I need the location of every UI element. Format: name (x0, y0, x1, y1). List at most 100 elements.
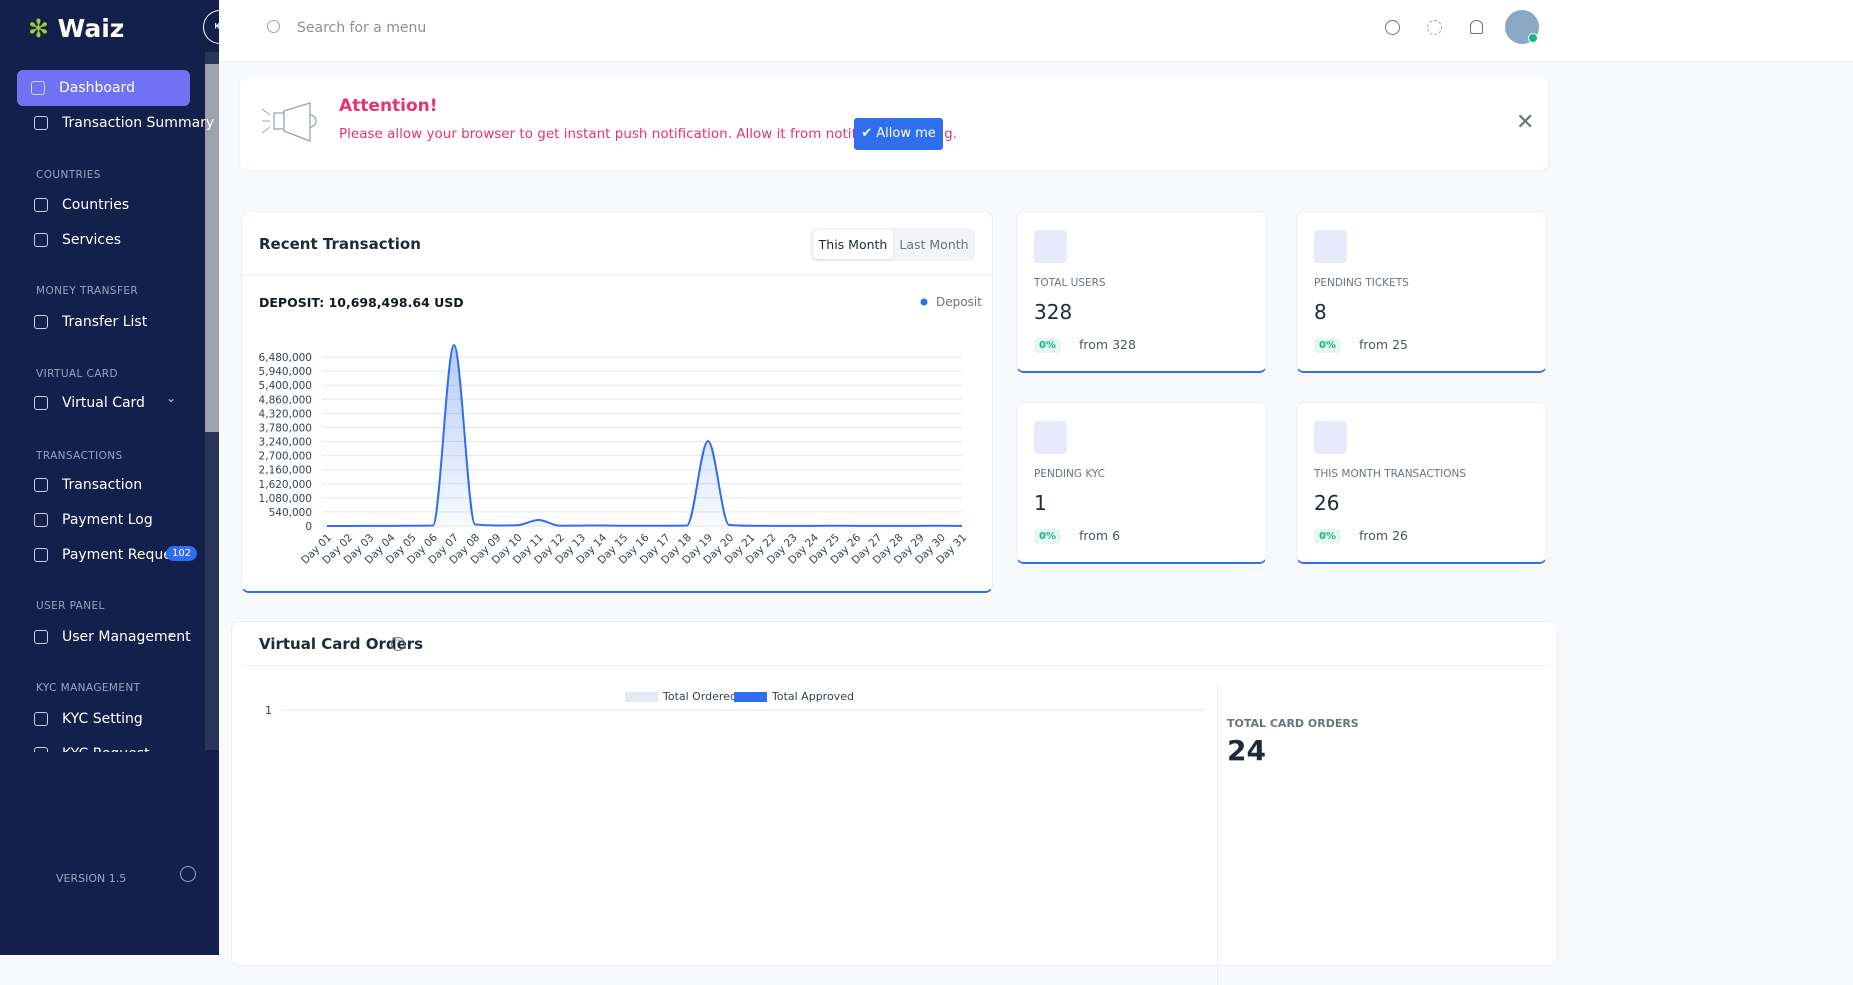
nav-item[interactable]: User Management ⌄ (20, 619, 219, 655)
nav-item[interactable]: Countries (20, 187, 219, 223)
stat-icon (1034, 421, 1067, 454)
stat-icon (1314, 230, 1347, 263)
nav-icon (34, 513, 48, 527)
language-icon[interactable] (1385, 20, 1400, 35)
card-title: Recent Transaction (259, 235, 421, 253)
section-title: TRANSACTIONS (36, 450, 123, 462)
nav-icon (34, 198, 48, 212)
scroll-thumb[interactable] (205, 64, 219, 432)
stat-change: 0% (1314, 529, 1341, 544)
stat-value: 328 (1034, 300, 1073, 324)
nav-item[interactable]: Payment Log (20, 502, 219, 538)
close-button[interactable]: ✕ (1516, 110, 1535, 135)
divider (1217, 685, 1218, 985)
nav-icon (34, 548, 48, 562)
stat-label: PENDING TICKETS (1314, 277, 1409, 289)
online-dot (1528, 33, 1538, 43)
nav-label: Services (62, 232, 122, 248)
stat-label: TOTAL USERS (1034, 277, 1106, 289)
nav-icon (34, 478, 48, 492)
virtual-card-orders-card: Virtual Card Orders ? TOTAL CARD ORDERS … (231, 621, 1558, 985)
nav-icon (34, 116, 48, 130)
stat-icon (1034, 230, 1067, 263)
nav-label: Transfer List (62, 314, 148, 330)
stat-label: THIS MONTH TRANSACTIONS (1314, 468, 1467, 480)
allow-button[interactable]: ✔ Allow me (854, 118, 943, 150)
nav-label: Transaction Summary (62, 115, 215, 131)
notification-icon[interactable] (1470, 20, 1483, 34)
stat-from: from 26 (1359, 528, 1408, 543)
search-input[interactable]: Search for a menu (297, 20, 427, 36)
stat-card: THIS MONTH TRANSACTIONS 26 0% from 26 (1296, 402, 1547, 564)
allow-button-label: Allow me (876, 126, 936, 141)
logo[interactable]: ✻ Waiz (28, 14, 125, 43)
recent-transaction-card: Recent Transaction This Month Last Month (241, 211, 993, 593)
nav-label: Countries (62, 197, 130, 213)
settings-icon[interactable] (1427, 20, 1442, 35)
nav-label: Payment Request (62, 547, 185, 563)
help-icon[interactable]: ? (391, 637, 405, 651)
nav-label: Virtual Card (62, 395, 145, 411)
stat-card: PENDING TICKETS 8 0% from 25 (1296, 211, 1547, 373)
stat-value: 8 (1314, 300, 1327, 324)
sidebar-footer (0, 752, 219, 955)
nav-item[interactable]: Dashboard (17, 70, 190, 106)
theme-toggle[interactable] (180, 866, 196, 882)
nav-icon (34, 233, 48, 247)
search-icon (267, 20, 280, 33)
notice-card: Attention! Please allow your browser to … (240, 77, 1548, 170)
stat-from: from 328 (1079, 337, 1136, 352)
card-title: Virtual Card Orders (259, 635, 424, 653)
stat-from: from 25 (1359, 337, 1408, 352)
badge: 102 (166, 546, 198, 561)
total-label: TOTAL CARD ORDERS (1227, 717, 1359, 730)
nav-item[interactable]: Transfer List (20, 304, 219, 340)
chevron: ⌄ (166, 625, 177, 639)
stat-card: TOTAL USERS 328 0% from 328 (1016, 211, 1267, 373)
nav-label: Transaction (62, 477, 143, 493)
stat-value: 1 (1034, 491, 1047, 515)
chevron: ⌄ (166, 391, 177, 405)
nav-label: Dashboard (59, 80, 135, 96)
version: VERSION 1.5 (56, 872, 127, 885)
divider (242, 275, 992, 276)
tab-last-month[interactable]: Last Month (899, 237, 969, 252)
section-title: KYC MANAGEMENT (36, 682, 141, 694)
nav-label: Payment Log (62, 512, 153, 528)
nav-item[interactable]: KYC Setting (20, 701, 219, 737)
sidebar: ✻ Waiz Dashboard Transaction Summary COUNT… (0, 0, 219, 955)
stat-label: PENDING KYC (1034, 468, 1106, 480)
stat-icon (1314, 421, 1347, 454)
tab-this-month[interactable]: This Month (813, 230, 893, 259)
top-bar: Search for a menu (219, 0, 1853, 62)
notice-title: Attention! (339, 96, 438, 116)
section-title: MONEY TRANSFER (36, 285, 139, 297)
stat-value: 26 (1314, 491, 1340, 515)
nav-icon (34, 315, 48, 329)
nav-label: KYC Setting (62, 711, 143, 727)
nav-item[interactable]: Services (20, 222, 219, 258)
section-title: VIRTUAL CARD (36, 368, 118, 380)
section-title: COUNTRIES (36, 169, 101, 181)
divider (242, 665, 1549, 666)
stat-card: PENDING KYC 1 0% from 6 (1016, 402, 1267, 564)
total-value: 24 (1227, 734, 1266, 767)
nav-icon (34, 630, 48, 644)
nav-item[interactable]: Payment Request 102 (20, 537, 219, 573)
nav-item[interactable]: Virtual Card ⌄ (20, 385, 219, 421)
nav-icon (34, 712, 48, 726)
stat-change: 0% (1314, 338, 1341, 353)
section-title: USER PANEL (36, 600, 105, 612)
stat-from: from 6 (1079, 528, 1121, 543)
stat-change: 0% (1034, 338, 1061, 353)
megaphone (261, 102, 317, 142)
logo-text: Waiz (57, 14, 125, 43)
notice-message: Please allow your browser to get instant… (339, 126, 957, 142)
stat-change: 0% (1034, 529, 1061, 544)
nav-item[interactable]: Transaction Summary (20, 105, 219, 141)
nav-item[interactable]: Transaction (20, 467, 219, 503)
nav-label: User Management (62, 629, 191, 645)
nav-icon (31, 81, 45, 95)
nav-icon (34, 396, 48, 410)
